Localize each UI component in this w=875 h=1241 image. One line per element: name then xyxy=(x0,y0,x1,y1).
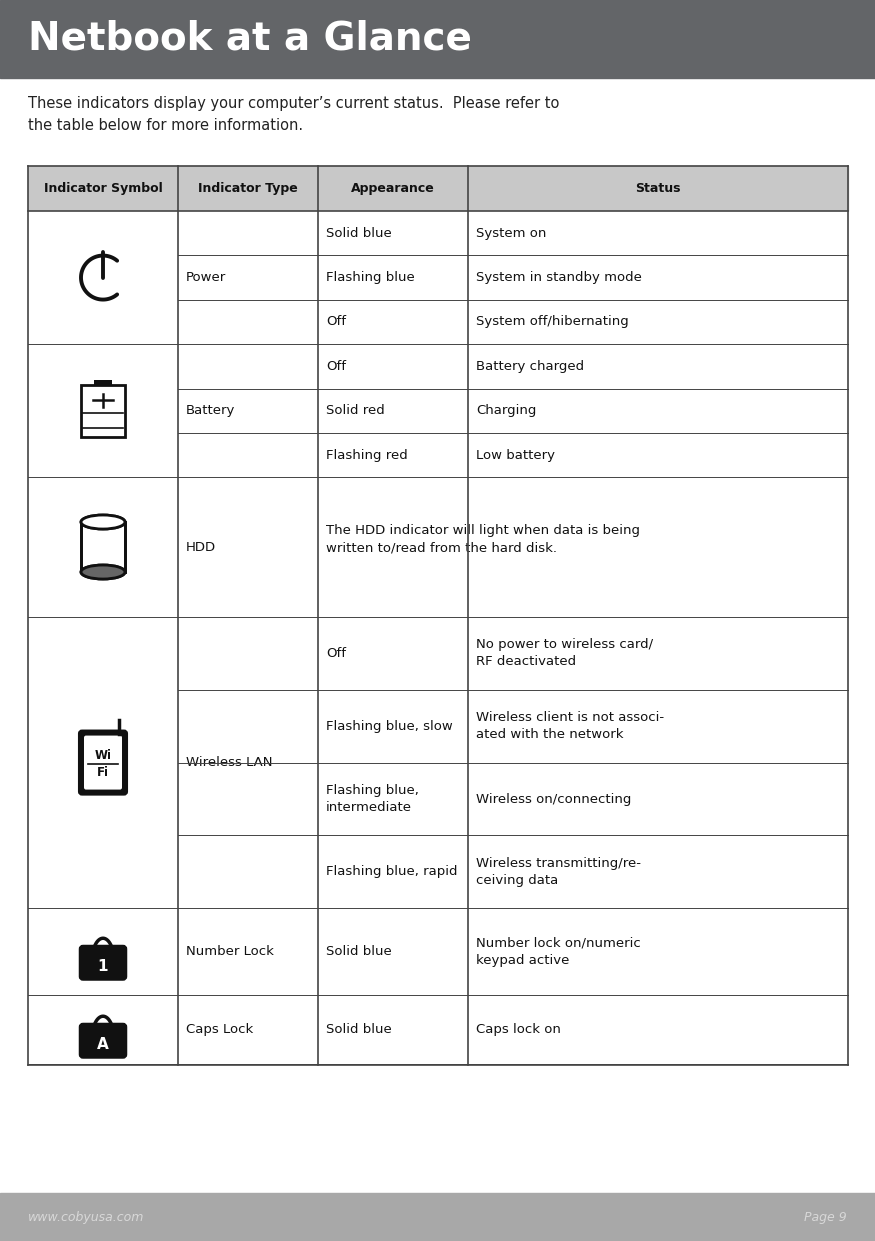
Text: Netbook at a Glance: Netbook at a Glance xyxy=(28,20,472,58)
Text: Flashing blue, rapid: Flashing blue, rapid xyxy=(326,865,458,879)
Bar xyxy=(28,908,848,994)
Text: 1: 1 xyxy=(98,959,108,974)
Text: System on: System on xyxy=(476,227,546,240)
Text: These indicators display your computer’s current status.  Please refer to
the ta: These indicators display your computer’s… xyxy=(28,96,559,133)
Text: Status: Status xyxy=(635,182,681,195)
Text: Appearance: Appearance xyxy=(351,182,435,195)
Text: Off: Off xyxy=(326,315,346,329)
Text: Solid blue: Solid blue xyxy=(326,944,392,958)
Bar xyxy=(94,380,112,385)
Bar xyxy=(28,211,848,344)
Text: Number lock on/numeric
keypad active: Number lock on/numeric keypad active xyxy=(476,937,640,967)
Text: Solid blue: Solid blue xyxy=(326,1023,392,1036)
Text: Flashing blue: Flashing blue xyxy=(326,271,415,284)
Text: Solid red: Solid red xyxy=(326,405,385,417)
Text: Power: Power xyxy=(186,271,227,284)
Text: No power to wireless card/
RF deactivated: No power to wireless card/ RF deactivate… xyxy=(476,638,653,668)
Bar xyxy=(28,478,848,617)
Text: Fi: Fi xyxy=(97,766,109,779)
Ellipse shape xyxy=(81,515,125,529)
Bar xyxy=(0,0,875,78)
Ellipse shape xyxy=(81,565,125,580)
Text: Low battery: Low battery xyxy=(476,448,555,462)
Text: Flashing red: Flashing red xyxy=(326,448,408,462)
Bar xyxy=(0,1193,875,1241)
Text: Indicator Type: Indicator Type xyxy=(198,182,298,195)
Bar xyxy=(80,522,126,572)
Text: Number Lock: Number Lock xyxy=(186,944,274,958)
FancyBboxPatch shape xyxy=(79,731,127,794)
Text: Caps Lock: Caps Lock xyxy=(186,1023,253,1036)
Text: Solid blue: Solid blue xyxy=(326,227,392,240)
Text: The HDD indicator will light when data is being
written to/read from the hard di: The HDD indicator will light when data i… xyxy=(326,524,640,555)
Text: Wi: Wi xyxy=(94,750,111,762)
Text: Wireless transmitting/re-
ceiving data: Wireless transmitting/re- ceiving data xyxy=(476,858,641,887)
Text: Flashing blue, slow: Flashing blue, slow xyxy=(326,720,452,732)
Ellipse shape xyxy=(81,515,125,529)
Text: System off/hibernating: System off/hibernating xyxy=(476,315,629,329)
Text: Battery: Battery xyxy=(186,405,235,417)
Bar xyxy=(28,166,848,211)
Text: Off: Off xyxy=(326,360,346,372)
FancyBboxPatch shape xyxy=(80,946,126,979)
Text: Flashing blue,
intermediate: Flashing blue, intermediate xyxy=(326,784,419,814)
Text: Off: Off xyxy=(326,647,346,660)
Ellipse shape xyxy=(81,565,125,580)
FancyBboxPatch shape xyxy=(80,1024,126,1057)
Text: System in standby mode: System in standby mode xyxy=(476,271,642,284)
Text: Page 9: Page 9 xyxy=(804,1210,847,1224)
Text: www.cobyusa.com: www.cobyusa.com xyxy=(28,1210,144,1224)
Text: Indicator Symbol: Indicator Symbol xyxy=(44,182,163,195)
Bar xyxy=(28,617,848,908)
Text: HDD: HDD xyxy=(186,541,216,553)
Bar xyxy=(28,344,848,478)
Text: Charging: Charging xyxy=(476,405,536,417)
Bar xyxy=(81,385,125,437)
FancyBboxPatch shape xyxy=(84,736,122,789)
Text: Wireless LAN: Wireless LAN xyxy=(186,756,272,769)
Text: Caps lock on: Caps lock on xyxy=(476,1023,561,1036)
Text: Battery charged: Battery charged xyxy=(476,360,584,372)
Text: Wireless client is not associ-
ated with the network: Wireless client is not associ- ated with… xyxy=(476,711,664,741)
Bar xyxy=(28,994,848,1065)
Text: A: A xyxy=(97,1037,108,1052)
Text: Wireless on/connecting: Wireless on/connecting xyxy=(476,793,632,805)
